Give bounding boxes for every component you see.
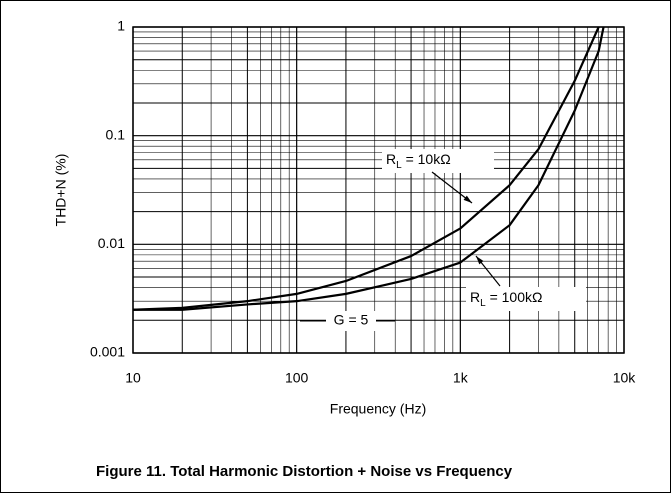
- chart-title: Figure 11. Total Harmonic Distortion + N…: [96, 463, 513, 480]
- annotation: G = 5: [334, 312, 369, 328]
- y-tick-label: 1: [117, 18, 125, 34]
- series-label: RL = 100kΩ: [470, 289, 542, 309]
- x-axis-label: Frequency (Hz): [330, 401, 426, 417]
- y-tick-label: 0.001: [90, 344, 125, 360]
- y-axis-label: THD+N (%): [53, 154, 69, 227]
- label-bg: [382, 149, 494, 173]
- arrow-head: [463, 195, 472, 203]
- x-tick-label: 100: [285, 370, 309, 386]
- series-label: RL = 10kΩ: [386, 151, 451, 171]
- y-tick-label: 0.1: [106, 126, 126, 142]
- label-bg: [326, 311, 376, 331]
- curves: [133, 26, 605, 311]
- label-bg: [466, 287, 586, 311]
- x-tick-label: 10k: [613, 370, 637, 386]
- arrow-head: [476, 256, 484, 265]
- labels: RL = 10kΩ RL = 100kΩ G = 5: [300, 149, 586, 331]
- x-tick-label: 1k: [453, 370, 469, 386]
- series-line: [133, 26, 605, 311]
- series-line: [133, 26, 600, 311]
- x-tick-label: 10: [125, 370, 141, 386]
- y-tick-label: 0.01: [98, 235, 125, 251]
